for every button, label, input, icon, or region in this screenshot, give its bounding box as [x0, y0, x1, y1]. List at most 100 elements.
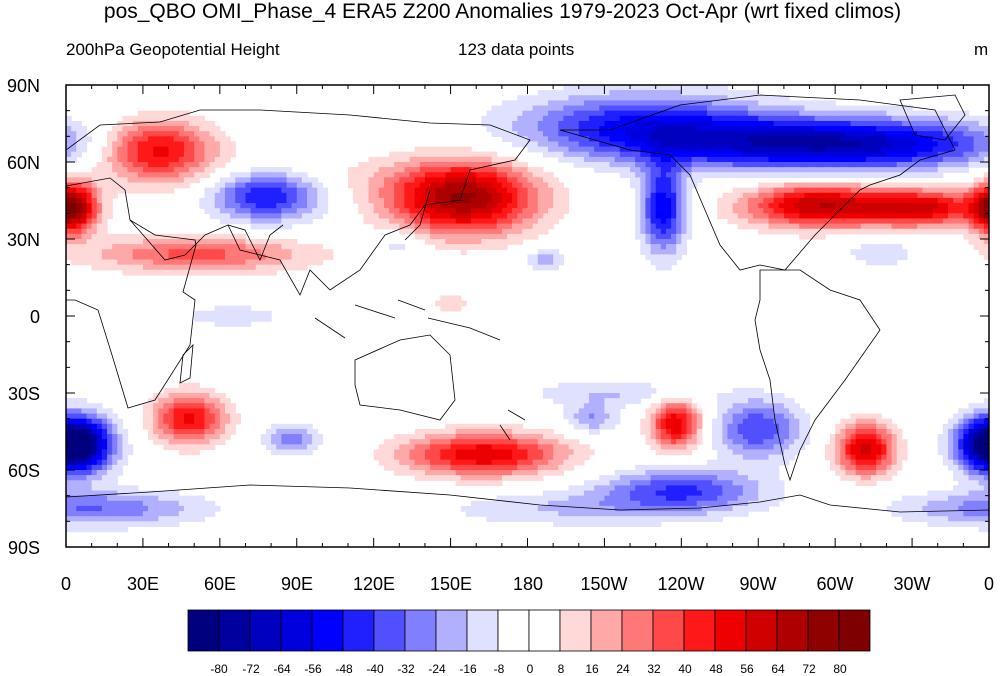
- field-cell: [589, 146, 595, 153]
- field-cell: [799, 100, 805, 107]
- field-cell: [789, 228, 795, 235]
- field-cell: [681, 146, 688, 153]
- field-cell: [753, 418, 759, 425]
- field-cell: [886, 249, 893, 255]
- field-cell: [650, 141, 657, 148]
- field-cell: [71, 249, 77, 255]
- field-cell: [209, 398, 216, 404]
- field-cell: [307, 434, 313, 440]
- field-cell: [686, 428, 693, 435]
- field-cell: [845, 197, 852, 204]
- field-cell: [486, 156, 493, 163]
- field-cell: [722, 110, 729, 117]
- field-cell: [101, 444, 108, 451]
- field-cell: [599, 156, 606, 163]
- field-cell: [66, 439, 72, 445]
- field-cell: [712, 156, 718, 163]
- field-cell: [276, 254, 282, 261]
- field-cell: [81, 398, 88, 404]
- field-cell: [440, 300, 447, 307]
- field-cell: [414, 162, 421, 168]
- field-cell: [927, 162, 934, 168]
- field-cell: [158, 269, 165, 276]
- field-cell: [850, 434, 857, 440]
- field-cell: [789, 398, 795, 404]
- field-cell: [173, 418, 180, 425]
- field-cell: [255, 208, 262, 214]
- field-cell: [983, 187, 989, 194]
- field-cell: [358, 187, 365, 194]
- field-cell: [717, 146, 723, 153]
- field-cell: [86, 444, 93, 451]
- field-cell: [353, 167, 359, 173]
- field-cell: [717, 434, 723, 440]
- field-cell: [450, 428, 457, 435]
- field-cell: [291, 434, 298, 440]
- field-cell: [204, 239, 211, 245]
- field-cell: [368, 167, 375, 173]
- field-cell: [563, 110, 570, 117]
- field-cell: [773, 413, 780, 420]
- field-cell: [886, 156, 893, 163]
- field-cell: [840, 418, 847, 425]
- field-cell: [640, 167, 647, 173]
- field-cell: [389, 187, 395, 194]
- field-cell: [983, 192, 989, 199]
- field-cell: [665, 131, 672, 137]
- field-cell: [671, 228, 677, 235]
- field-cell: [768, 100, 775, 107]
- field-cell: [763, 439, 770, 445]
- field-cell: [609, 156, 616, 163]
- field-cell: [737, 213, 744, 220]
- field-cell: [542, 439, 549, 445]
- field-cell: [983, 151, 989, 158]
- field-cell: [681, 434, 688, 440]
- field-cell: [814, 172, 821, 178]
- field-cell: [589, 120, 595, 127]
- field-cell: [676, 418, 682, 425]
- field-cell: [512, 239, 518, 245]
- field-cell: [717, 393, 723, 399]
- field-cell: [368, 213, 375, 220]
- field-cell: [112, 264, 118, 271]
- field-cell: [71, 408, 77, 415]
- field-cell: [414, 223, 421, 230]
- field-cell: [199, 408, 206, 415]
- field-cell: [522, 428, 529, 435]
- field-cell: [148, 259, 154, 266]
- field-cell: [819, 213, 826, 220]
- field-cell: [491, 131, 498, 137]
- field-cell: [794, 110, 800, 117]
- field-cell: [153, 249, 159, 255]
- field-cell: [722, 408, 729, 415]
- field-cell: [886, 151, 893, 158]
- field-cell: [517, 115, 523, 122]
- field-cell: [942, 115, 949, 122]
- field-cell: [404, 162, 411, 168]
- field-cell: [168, 439, 175, 445]
- field-cell: [512, 233, 518, 240]
- field-cell: [589, 100, 595, 107]
- field-cell: [173, 387, 180, 394]
- field-cell: [840, 105, 847, 112]
- field-cell: [665, 208, 672, 214]
- field-cell: [71, 418, 77, 425]
- field-cell: [789, 131, 795, 137]
- field-cell: [481, 239, 488, 245]
- field-cell: [901, 110, 908, 117]
- field-cell: [517, 439, 523, 445]
- field-cell: [291, 439, 298, 445]
- field-cell: [460, 244, 467, 250]
- field-cell: [501, 177, 508, 184]
- field-cell: [194, 233, 200, 240]
- field-cell: [168, 393, 175, 399]
- field-cell: [194, 444, 200, 451]
- field-cell: [363, 218, 370, 225]
- field-cell: [173, 136, 180, 143]
- field-cell: [358, 192, 365, 199]
- field-cell: [486, 110, 493, 117]
- field-cell: [978, 428, 985, 435]
- field-cell: [71, 131, 77, 137]
- field-cell: [896, 197, 903, 204]
- field-cell: [891, 115, 898, 122]
